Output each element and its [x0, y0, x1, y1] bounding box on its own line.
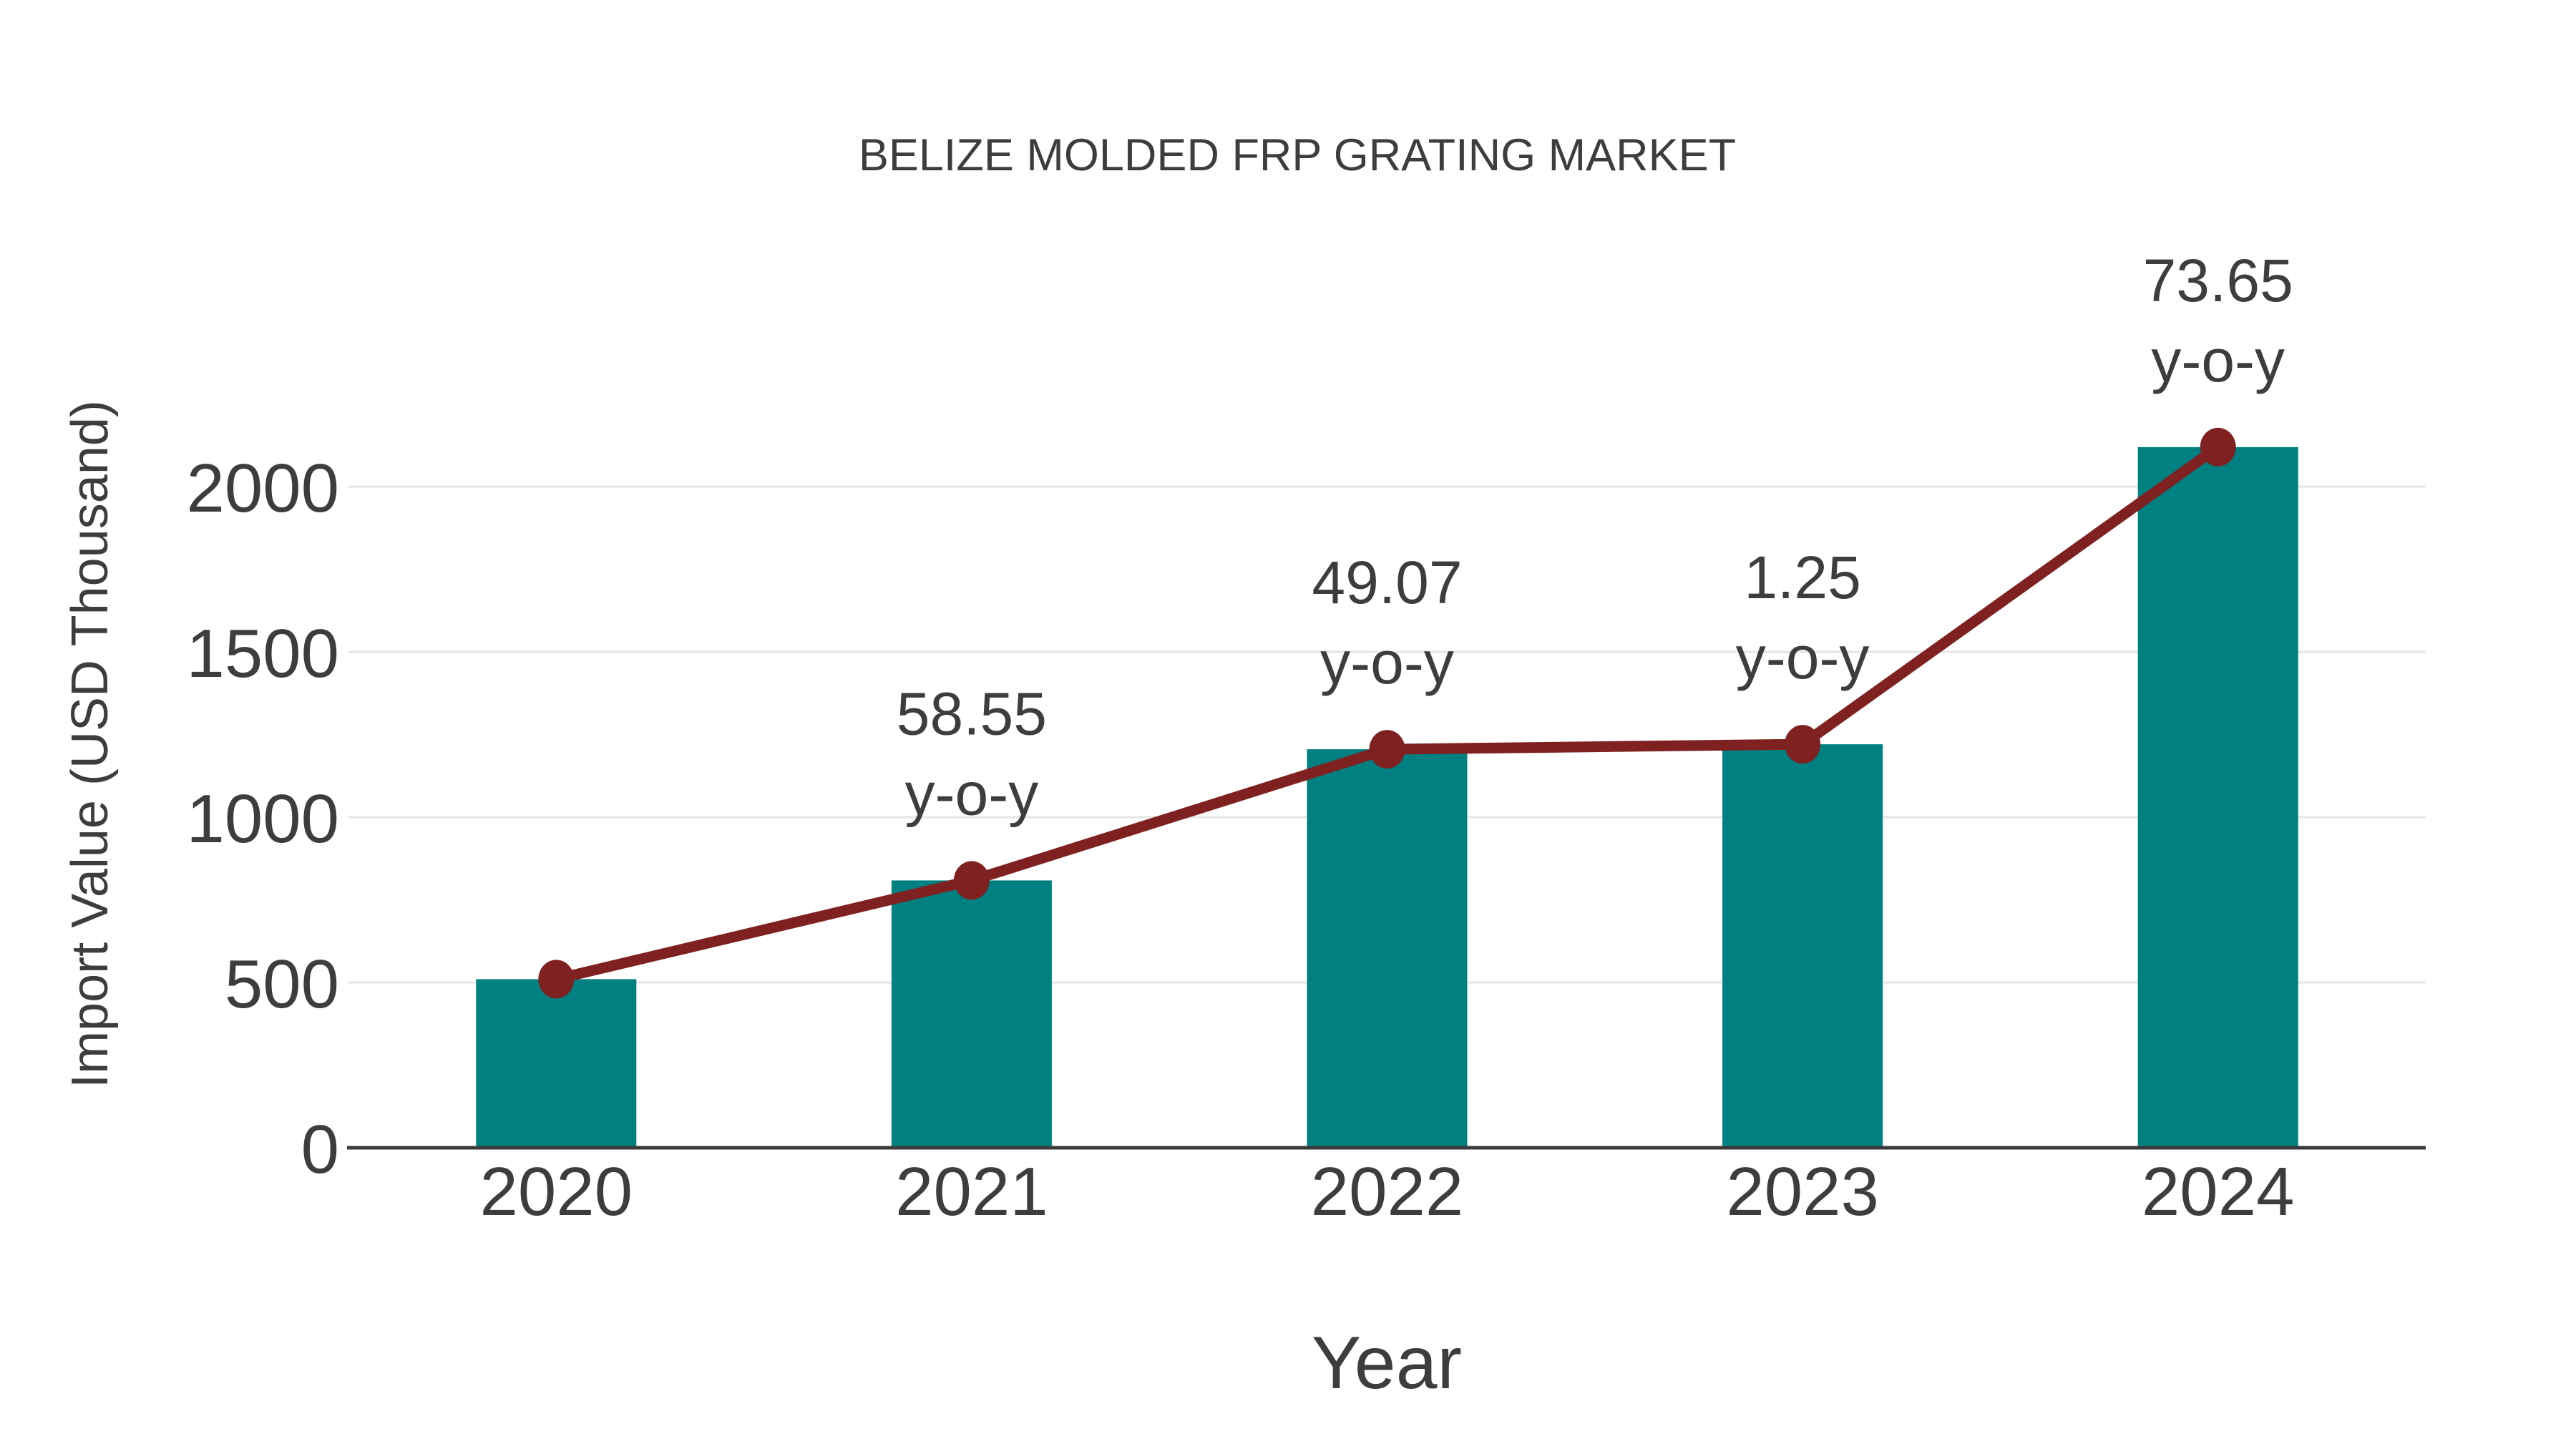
- yoy-value-label: 58.55: [897, 680, 1047, 747]
- trend-dot-2023: [1785, 725, 1821, 764]
- y-tick-label: 1500: [186, 615, 339, 692]
- yoy-suffix-label: y-o-y: [2151, 327, 2285, 394]
- y-tick-label: 0: [301, 1111, 339, 1188]
- y-tick-label: 1000: [186, 781, 339, 857]
- trend-dots: [538, 427, 2236, 999]
- trend-dot-2024: [2200, 427, 2236, 467]
- bar-2020: [476, 979, 637, 1148]
- y-tick-labels: 0 500 1000 1500 2000: [186, 450, 339, 1188]
- trend-dot-2020: [538, 960, 575, 999]
- bar-2024: [2137, 447, 2298, 1148]
- bar-2021: [891, 880, 1052, 1148]
- bar-2023: [1722, 744, 1883, 1148]
- x-tick-label: 2022: [1311, 1153, 1464, 1230]
- x-tick-label: 2023: [1726, 1153, 1879, 1230]
- y-axis-title: Import Value (USD Thousand): [62, 400, 119, 1088]
- x-tick-label: 2020: [480, 1153, 633, 1230]
- x-tick-label: 2024: [2142, 1153, 2295, 1230]
- chart-title: BELIZE MOLDED FRP GRATING MARKET: [859, 130, 1736, 180]
- yoy-value-label: 49.07: [1312, 549, 1462, 616]
- yoy-value-label: 1.25: [1744, 544, 1861, 611]
- y-tick-label: 500: [225, 946, 339, 1023]
- trend-dot-2022: [1369, 730, 1405, 769]
- trend-dot-2021: [953, 861, 990, 900]
- x-axis-title: Year: [1312, 1322, 1462, 1405]
- yoy-annotations: 58.55 y-o-y 49.07 y-o-y 1.25 y-o-y 73.65 y-o-y: [897, 247, 2293, 828]
- yoy-value-label: 73.65: [2143, 247, 2293, 314]
- y-tick-label: 2000: [186, 450, 339, 527]
- x-tick-label: 2021: [895, 1153, 1048, 1230]
- bars: [476, 447, 2298, 1148]
- x-tick-labels: 2020 2021 2022 2023 2024: [480, 1153, 2295, 1230]
- yoy-suffix-label: y-o-y: [1320, 629, 1454, 696]
- yoy-suffix-label: y-o-y: [1736, 624, 1870, 691]
- yoy-suffix-label: y-o-y: [905, 760, 1039, 827]
- bar-2022: [1307, 749, 1468, 1148]
